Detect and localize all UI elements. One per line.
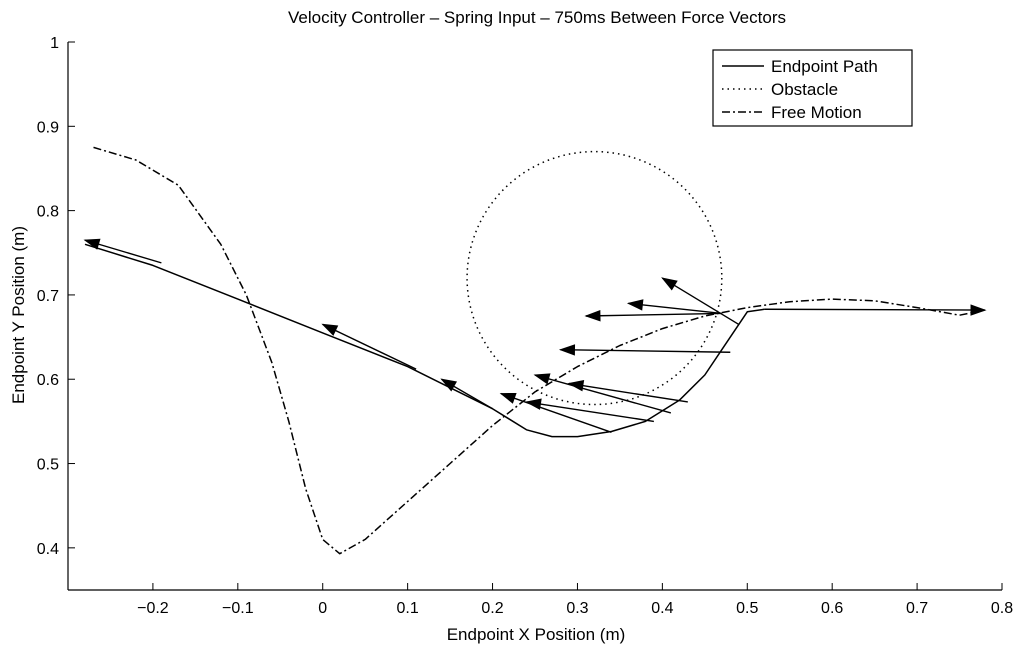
x-tick-label: 0.8 <box>991 600 1013 617</box>
legend: Endpoint Path Obstacle Free Motion <box>712 49 913 127</box>
force-vector <box>628 302 722 315</box>
x-axis-label: Endpoint X Position (m) <box>447 625 626 644</box>
x-tick-label: −0.1 <box>222 600 254 617</box>
x-tick-label: 0.6 <box>821 600 843 617</box>
y-tick-label: 0.5 <box>37 457 59 474</box>
legend-label-free-motion: Free Motion <box>771 103 862 122</box>
x-tick-label: 0.1 <box>397 600 419 617</box>
force-vector-arrowhead <box>584 310 601 322</box>
x-tick-label: 0.7 <box>906 600 928 617</box>
x-tick-label: 0.3 <box>566 600 588 617</box>
y-tick-label: 1 <box>50 35 59 52</box>
force-vector-arrowhead <box>533 373 551 385</box>
force-vector <box>534 374 672 414</box>
force-vector <box>560 349 731 353</box>
force-vector-arrowhead <box>499 392 517 404</box>
force-vector <box>764 308 986 311</box>
axes: −0.2 −0.1 0 0.1 0.2 0.3 0.4 0.5 0.6 0.7 0.8 0.4 0.5 0… <box>37 35 1013 617</box>
chart-title: Velocity Controller – Spring Input – 750… <box>288 8 786 27</box>
x-tick-label: −0.2 <box>137 600 169 617</box>
x-tick-label: 0.2 <box>481 600 503 617</box>
force-vector-arrowhead <box>321 323 339 336</box>
force-vector-arrowhead <box>83 238 101 250</box>
force-vector <box>526 401 654 423</box>
force-vector-arrowhead <box>970 304 987 316</box>
force-vector <box>662 277 740 326</box>
series-free-motion <box>93 146 986 555</box>
force-vector-arrowhead <box>661 277 678 291</box>
plot-area <box>83 146 987 555</box>
x-tick-label: 0 <box>318 600 327 617</box>
series-endpoint-path <box>84 243 765 438</box>
force-vector <box>322 323 417 370</box>
y-tick-label: 0.7 <box>37 288 59 305</box>
x-tick-label: 0.5 <box>736 600 758 617</box>
force-vector <box>568 382 688 403</box>
series-obstacle <box>466 150 723 406</box>
y-tick-label: 0.9 <box>37 119 59 136</box>
x-tick-label: 0.4 <box>651 600 673 617</box>
force-vector <box>500 392 612 434</box>
y-tick-label: 0.4 <box>37 541 59 558</box>
legend-label-endpoint-path: Endpoint Path <box>771 57 878 76</box>
y-axis-label: Endpoint Y Position (m) <box>9 226 28 404</box>
force-vector-arrowhead <box>440 378 458 392</box>
y-tick-label: 0.6 <box>37 372 59 389</box>
force-vector <box>585 312 722 317</box>
legend-box <box>712 49 913 127</box>
y-tick-label: 0.8 <box>37 204 59 221</box>
force-vector-arrowhead <box>626 299 644 311</box>
force-vector-arrowhead <box>558 344 576 356</box>
legend-label-obstacle: Obstacle <box>771 80 838 99</box>
